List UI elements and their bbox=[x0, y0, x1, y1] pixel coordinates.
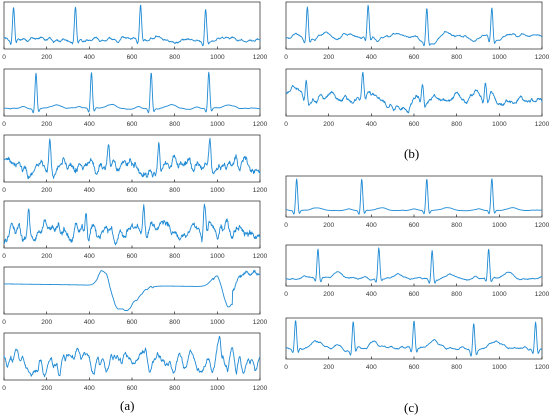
panel-a-1-frame bbox=[3, 1, 261, 50]
panel-b-7-tick-label-1200: 1200 bbox=[535, 54, 550, 61]
panel-c-9-tick-label-200: 200 bbox=[323, 222, 334, 229]
panel-a-2-tick-label-0: 0 bbox=[2, 121, 6, 128]
panel-c-11-tick-label-600: 600 bbox=[409, 364, 420, 371]
panel-c-11-tick-label-0: 0 bbox=[284, 364, 288, 371]
panel-a-3-frame bbox=[3, 134, 261, 183]
panel-a-1-tick-label-1200: 1200 bbox=[253, 54, 268, 61]
panel-b-8-tick-label-200: 200 bbox=[323, 121, 334, 128]
panel-a-6-tick-label-1200: 1200 bbox=[253, 385, 268, 392]
panel-c-9-tick-label-1200: 1200 bbox=[535, 222, 550, 229]
panel-a-2-tick-label-800: 800 bbox=[169, 121, 180, 128]
panel-a-6-series-line bbox=[3, 335, 261, 378]
panel-c-9-tick-label-0: 0 bbox=[284, 222, 288, 229]
panel-a-4-tick-label-600: 600 bbox=[127, 253, 138, 260]
panel-a-2-tick-label-600: 600 bbox=[127, 121, 138, 128]
panel-c-10-tick-label-400: 400 bbox=[366, 291, 377, 298]
panel-c-11-tick-label-1000: 1000 bbox=[492, 364, 507, 371]
panel-a-3-tick-label-200: 200 bbox=[41, 187, 52, 194]
panel-b-7-series-line bbox=[285, 4, 543, 47]
panel-a-2-series-line bbox=[3, 71, 261, 114]
panel-b-8-series-line bbox=[285, 71, 543, 114]
panel-c-11-series-line bbox=[285, 320, 543, 357]
panel-c-10-tick-label-1200: 1200 bbox=[535, 291, 550, 298]
panel-a-5-tick-label-1200: 1200 bbox=[253, 319, 268, 326]
panel-a-1-tick-label-600: 600 bbox=[127, 54, 138, 61]
panel-b-7-tick-label-200: 200 bbox=[323, 54, 334, 61]
panel-b-8-tick-label-800: 800 bbox=[451, 121, 462, 128]
caption-b: (b) bbox=[404, 146, 420, 161]
panel-a-4-tick-label-400: 400 bbox=[84, 253, 95, 260]
panel-a-6-tick-label-0: 0 bbox=[2, 385, 6, 392]
panel-a-5-tick-label-0: 0 bbox=[2, 319, 6, 326]
panel-a-4-tick-label-0: 0 bbox=[2, 253, 6, 260]
panel-a-4-tick-label-200: 200 bbox=[41, 253, 52, 260]
panel-c-10-tick-label-600: 600 bbox=[409, 291, 420, 298]
panel-b-7-tick-label-800: 800 bbox=[451, 54, 462, 61]
panel-a-2-tick-label-400: 400 bbox=[84, 121, 95, 128]
panel-a-6-tick-label-800: 800 bbox=[169, 385, 180, 392]
panel-b-7-tick-label-0: 0 bbox=[284, 54, 288, 61]
panel-a-2-tick-label-1000: 1000 bbox=[210, 121, 225, 128]
caption-c: (c) bbox=[404, 400, 419, 415]
panel-a-5-frame bbox=[3, 266, 261, 315]
panel-c-11-tick-label-800: 800 bbox=[451, 364, 462, 371]
panel-a-3-tick-label-1200: 1200 bbox=[253, 187, 268, 194]
panel-a-5-tick-label-200: 200 bbox=[41, 319, 52, 326]
panel-c-9-series-line bbox=[285, 178, 543, 215]
panel-a-3-tick-label-1000: 1000 bbox=[210, 187, 225, 194]
panel-a-3-tick-label-0: 0 bbox=[2, 187, 6, 194]
panel-c-10-tick-label-1000: 1000 bbox=[492, 291, 507, 298]
panel-b-8-tick-label-600: 600 bbox=[409, 121, 420, 128]
panel-a-1-tick-label-0: 0 bbox=[2, 54, 6, 61]
caption-a: (a) bbox=[120, 398, 135, 413]
panel-a-2-tick-label-1200: 1200 bbox=[253, 121, 268, 128]
panel-c-11-tick-label-1200: 1200 bbox=[535, 364, 550, 371]
panel-c-9-tick-label-1000: 1000 bbox=[492, 222, 507, 229]
panel-c-10-frame bbox=[285, 244, 543, 287]
panel-c-9-tick-label-600: 600 bbox=[409, 222, 420, 229]
panel-a-6-tick-label-400: 400 bbox=[84, 385, 95, 392]
panel-b-8-frame bbox=[285, 68, 543, 117]
panel-a-3-tick-label-400: 400 bbox=[84, 187, 95, 194]
panel-a-1-tick-label-800: 800 bbox=[169, 54, 180, 61]
panel-a-6-tick-label-200: 200 bbox=[41, 385, 52, 392]
panel-c-10-tick-label-800: 800 bbox=[451, 291, 462, 298]
panel-a-1-tick-label-200: 200 bbox=[41, 54, 52, 61]
panel-b-7-tick-label-1000: 1000 bbox=[492, 54, 507, 61]
panel-c-11-tick-label-400: 400 bbox=[366, 364, 377, 371]
panel-a-3-series-line bbox=[3, 137, 261, 180]
panel-b-8-tick-label-400: 400 bbox=[366, 121, 377, 128]
panel-a-5-tick-label-800: 800 bbox=[169, 319, 180, 326]
panel-b-8-tick-label-1200: 1200 bbox=[535, 121, 550, 128]
panel-a-4-tick-label-1000: 1000 bbox=[210, 253, 225, 260]
panel-c-10-tick-label-0: 0 bbox=[284, 291, 288, 298]
panel-a-4-series-line bbox=[3, 203, 261, 246]
panel-b-8-tick-label-1000: 1000 bbox=[492, 121, 507, 128]
panel-a-3-tick-label-800: 800 bbox=[169, 187, 180, 194]
panel-a-3-tick-label-600: 600 bbox=[127, 187, 138, 194]
panel-a-2-tick-label-200: 200 bbox=[41, 121, 52, 128]
panel-c-10-tick-label-200: 200 bbox=[323, 291, 334, 298]
panel-b-7-tick-label-400: 400 bbox=[366, 54, 377, 61]
panel-c-11-tick-label-200: 200 bbox=[323, 364, 334, 371]
panel-a-5-tick-label-400: 400 bbox=[84, 319, 95, 326]
panel-a-1-series-line bbox=[3, 4, 261, 47]
panel-c-9-tick-label-800: 800 bbox=[451, 222, 462, 229]
panel-b-7-tick-label-600: 600 bbox=[409, 54, 420, 61]
panel-c-9-frame bbox=[285, 175, 543, 218]
panel-b-7-frame bbox=[285, 1, 543, 50]
panel-b-8-tick-label-0: 0 bbox=[284, 121, 288, 128]
panel-a-5-tick-label-600: 600 bbox=[127, 319, 138, 326]
panel-c-10-series-line bbox=[285, 247, 543, 284]
panel-a-4-tick-label-1200: 1200 bbox=[253, 253, 268, 260]
panel-a-1-tick-label-400: 400 bbox=[84, 54, 95, 61]
panel-c-9-tick-label-400: 400 bbox=[366, 222, 377, 229]
panel-a-4-tick-label-800: 800 bbox=[169, 253, 180, 260]
panel-a-6-tick-label-1000: 1000 bbox=[210, 385, 225, 392]
panel-a-5-series-line bbox=[3, 269, 261, 312]
panel-a-6-tick-label-600: 600 bbox=[127, 385, 138, 392]
panel-a-1-tick-label-1000: 1000 bbox=[210, 54, 225, 61]
panel-a-5-tick-label-1000: 1000 bbox=[210, 319, 225, 326]
